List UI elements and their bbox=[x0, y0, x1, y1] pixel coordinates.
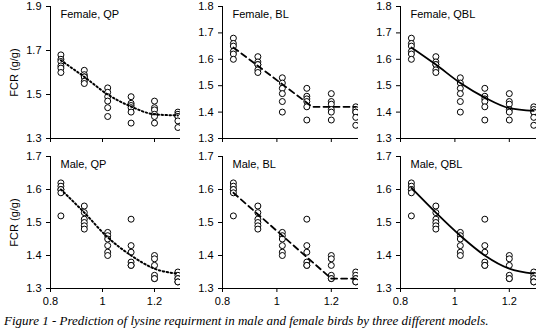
svg-text:1.2: 1.2 bbox=[147, 295, 162, 307]
svg-text:1.3: 1.3 bbox=[26, 282, 41, 294]
svg-text:1.4: 1.4 bbox=[198, 249, 213, 261]
svg-text:0.8: 0.8 bbox=[43, 295, 58, 307]
svg-text:0.8: 0.8 bbox=[215, 295, 230, 307]
svg-text:1: 1 bbox=[99, 295, 105, 307]
svg-text:1.9: 1.9 bbox=[26, 0, 41, 12]
svg-text:1.6: 1.6 bbox=[26, 183, 41, 195]
svg-text:Male, QP: Male, QP bbox=[61, 158, 107, 170]
svg-text:1.7: 1.7 bbox=[26, 150, 41, 162]
svg-text:0.8: 0.8 bbox=[393, 295, 408, 307]
svg-text:1.7: 1.7 bbox=[26, 44, 41, 56]
svg-text:Male, QBL: Male, QBL bbox=[411, 158, 463, 170]
svg-text:1.6: 1.6 bbox=[198, 183, 213, 195]
svg-text:1.3: 1.3 bbox=[376, 282, 391, 294]
svg-text:1.4: 1.4 bbox=[198, 106, 213, 118]
svg-text:1.6: 1.6 bbox=[376, 183, 391, 195]
svg-text:1.7: 1.7 bbox=[198, 26, 213, 38]
svg-text:Female, QP: Female, QP bbox=[61, 8, 120, 20]
svg-text:Female, BL: Female, BL bbox=[233, 8, 289, 20]
svg-text:1.5: 1.5 bbox=[376, 79, 391, 91]
svg-text:1.8: 1.8 bbox=[198, 0, 213, 12]
svg-text:1.3: 1.3 bbox=[198, 282, 213, 294]
svg-text:1: 1 bbox=[274, 295, 280, 307]
svg-text:1.5: 1.5 bbox=[26, 216, 41, 228]
svg-text:1.7: 1.7 bbox=[376, 150, 391, 162]
svg-text:1.5: 1.5 bbox=[198, 216, 213, 228]
svg-text:FCR (g/g): FCR (g/g) bbox=[8, 48, 20, 96]
svg-text:1.5: 1.5 bbox=[26, 88, 41, 100]
svg-text:1.7: 1.7 bbox=[198, 150, 213, 162]
svg-text:1.6: 1.6 bbox=[376, 53, 391, 65]
svg-text:1: 1 bbox=[452, 295, 458, 307]
svg-text:1.4: 1.4 bbox=[376, 249, 391, 261]
svg-text:1.2: 1.2 bbox=[502, 295, 517, 307]
svg-text:1.6: 1.6 bbox=[198, 53, 213, 65]
svg-text:FCR (g/g): FCR (g/g) bbox=[8, 198, 20, 246]
html-text:Figure 1 - Prediction of lysin: Figure 1 - Prediction of lysine requirme… bbox=[4, 313, 489, 328]
svg-text:1.3: 1.3 bbox=[26, 132, 41, 144]
svg-text:1.3: 1.3 bbox=[198, 132, 213, 144]
svg-text:1.7: 1.7 bbox=[376, 26, 391, 38]
svg-text:1.3: 1.3 bbox=[376, 132, 391, 144]
svg-text:1.2: 1.2 bbox=[324, 295, 339, 307]
svg-text:1.8: 1.8 bbox=[376, 0, 391, 12]
svg-text:Male, BL: Male, BL bbox=[233, 158, 276, 170]
svg-text:1.5: 1.5 bbox=[376, 216, 391, 228]
svg-text:1.4: 1.4 bbox=[376, 106, 391, 118]
svg-text:1.4: 1.4 bbox=[26, 249, 41, 261]
svg-text:1.5: 1.5 bbox=[198, 79, 213, 91]
svg-text:Female, QBL: Female, QBL bbox=[411, 8, 476, 20]
